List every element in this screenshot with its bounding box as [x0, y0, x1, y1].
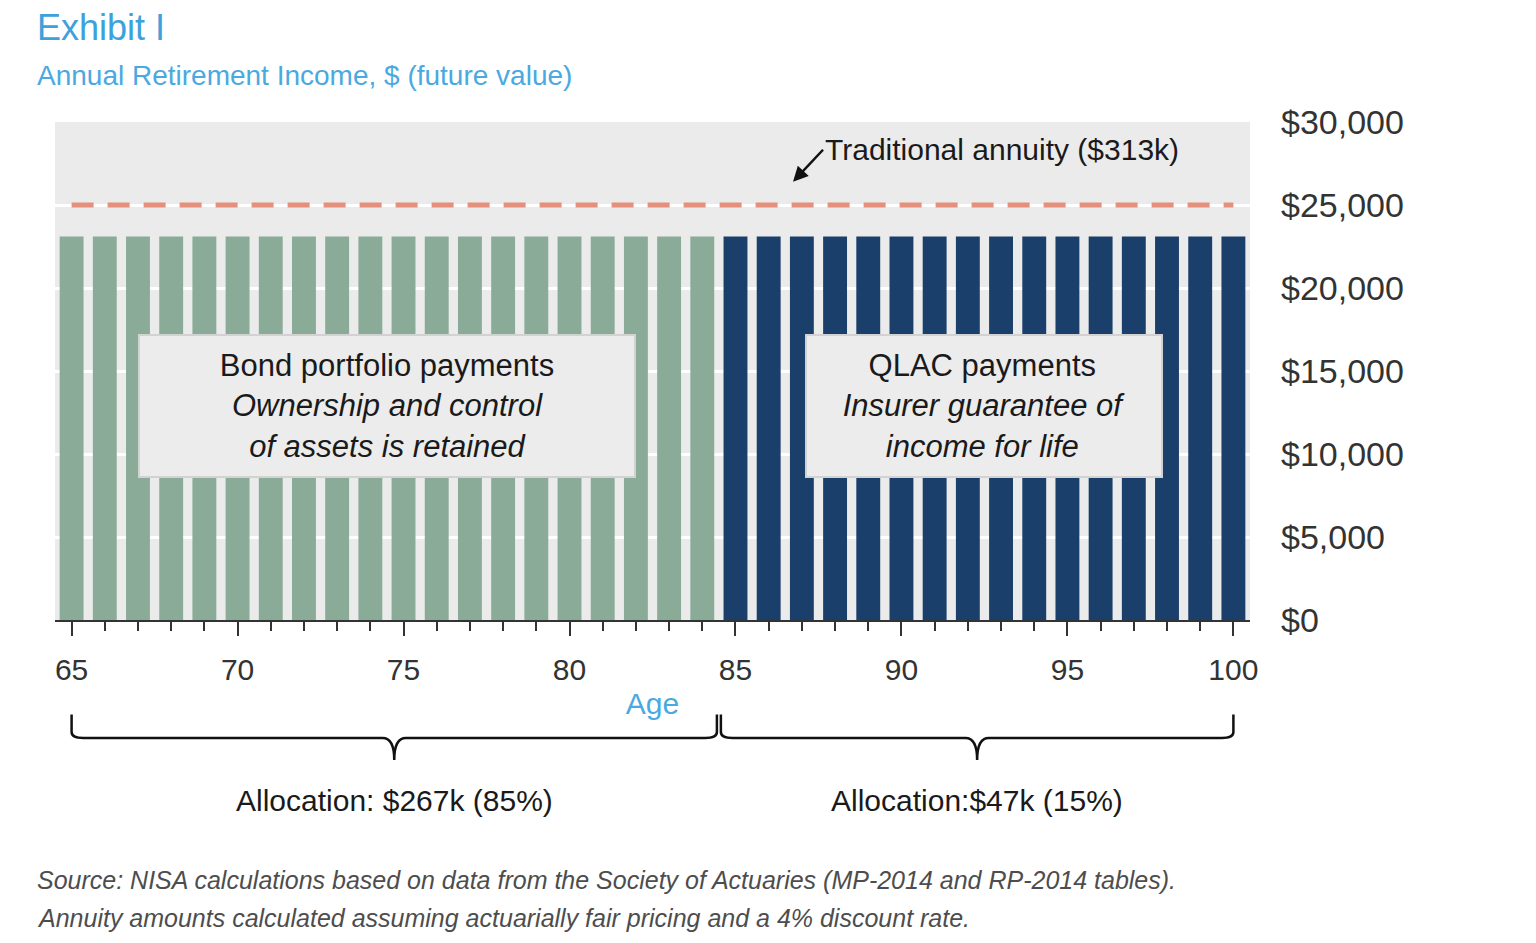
svg-text:$5,000: $5,000 [1281, 518, 1385, 556]
svg-text:Traditional annuity ($313k): Traditional annuity ($313k) [825, 133, 1179, 166]
svg-text:Annuity amounts calculated ass: Annuity amounts calculated assuming actu… [37, 904, 970, 932]
svg-text:100: 100 [1208, 653, 1258, 686]
svg-text:85: 85 [719, 653, 752, 686]
svg-text:QLAC paymentsInsurer guarantee: QLAC paymentsInsurer guarantee ofincome … [843, 348, 1126, 464]
svg-text:$15,000: $15,000 [1281, 352, 1404, 390]
svg-text:90: 90 [885, 653, 918, 686]
svg-text:75: 75 [387, 653, 420, 686]
svg-text:$0: $0 [1281, 601, 1319, 639]
svg-text:95: 95 [1051, 653, 1084, 686]
svg-text:$10,000: $10,000 [1281, 435, 1404, 473]
svg-text:$20,000: $20,000 [1281, 269, 1404, 307]
svg-text:80: 80 [553, 653, 586, 686]
svg-text:Source: NISA calculations base: Source: NISA calculations based on data … [37, 866, 1176, 894]
svg-text:$25,000: $25,000 [1281, 186, 1404, 224]
svg-text:Allocation: $267k (85%): Allocation: $267k (85%) [236, 784, 553, 817]
svg-text:Allocation:$47k (15%): Allocation:$47k (15%) [831, 784, 1123, 817]
svg-text:$30,000: $30,000 [1281, 103, 1404, 141]
svg-text:70: 70 [221, 653, 254, 686]
svg-text:Age: Age [626, 687, 679, 720]
svg-text:Exhibit I: Exhibit I [37, 7, 165, 48]
svg-text:65: 65 [55, 653, 88, 686]
svg-text:Annual Retirement Income, $ (f: Annual Retirement Income, $ (future valu… [37, 60, 572, 91]
svg-text:Bond portfolio paymentsOwnersh: Bond portfolio paymentsOwnership and con… [220, 348, 554, 464]
